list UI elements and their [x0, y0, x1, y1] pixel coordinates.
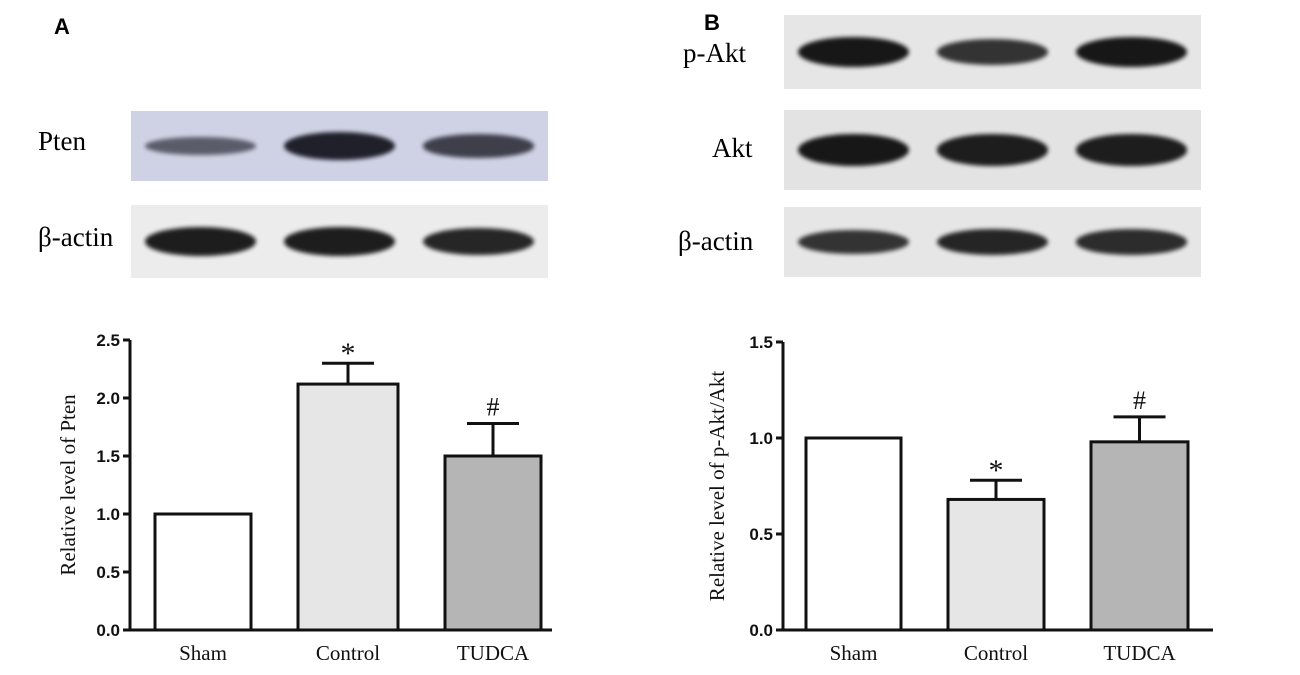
blot-label-beta-actin-b: β-actin — [678, 226, 754, 256]
blot-beta-actin-a — [131, 205, 548, 278]
blot-band — [797, 133, 910, 167]
y-tick-label: 0.0 — [749, 621, 773, 640]
category-label: Control — [316, 641, 380, 665]
bar — [153, 512, 253, 632]
y-axis-label: Relative level of p-Akt/Akt — [705, 371, 729, 602]
blot-label-p-akt: p-Akt — [683, 38, 746, 68]
blot-akt — [784, 110, 1201, 190]
y-tick-label: 1.0 — [749, 429, 773, 448]
blot-band — [797, 37, 910, 67]
category-label: Control — [964, 641, 1028, 665]
blot-band — [936, 228, 1049, 256]
y-tick-label: 0.5 — [749, 525, 773, 544]
significance-marker: * — [989, 454, 1004, 487]
bar — [296, 382, 400, 632]
bar — [443, 454, 543, 632]
blot-band — [144, 227, 257, 256]
y-tick-label: 0.0 — [96, 621, 120, 640]
panel-a-letter: A — [54, 14, 70, 39]
y-tick-label: 2.5 — [96, 331, 120, 350]
panel-b-letter: B — [704, 10, 720, 35]
blot-beta-actin-b — [784, 207, 1201, 277]
bar — [946, 497, 1046, 632]
y-tick-label: 2.0 — [96, 389, 120, 408]
bar — [1089, 440, 1190, 632]
blot-band — [797, 229, 910, 255]
blot-band — [422, 227, 535, 256]
significance-marker: * — [341, 337, 356, 370]
y-tick-label: 1.5 — [96, 447, 120, 466]
blot-label-akt: Akt — [712, 133, 753, 163]
blot-label-pten: Pten — [38, 126, 87, 156]
blot-band — [1075, 37, 1188, 67]
blot-band — [283, 227, 396, 256]
y-tick-label: 1.5 — [749, 333, 773, 352]
blot-band — [1075, 134, 1188, 166]
category-label: TUDCA — [457, 641, 530, 665]
significance-marker: # — [1133, 386, 1146, 415]
category-label: TUDCA — [1103, 641, 1176, 665]
y-tick-label: 1.0 — [96, 505, 120, 524]
blot-band — [144, 137, 257, 155]
category-label: Sham — [830, 641, 878, 665]
blot-p-akt — [784, 15, 1201, 89]
category-label: Sham — [179, 641, 227, 665]
y-tick-label: 0.5 — [96, 563, 120, 582]
significance-marker: # — [487, 393, 500, 422]
blot-band — [1075, 229, 1188, 255]
blot-band — [936, 134, 1049, 166]
blot-band — [283, 131, 396, 161]
bar — [804, 436, 903, 632]
blot-band — [422, 134, 535, 158]
blot-pten — [131, 111, 548, 181]
blot-label-beta-actin-a: β-actin — [38, 222, 114, 252]
y-axis-label: Relative level of Pten — [56, 394, 80, 576]
blot-band — [936, 39, 1049, 65]
